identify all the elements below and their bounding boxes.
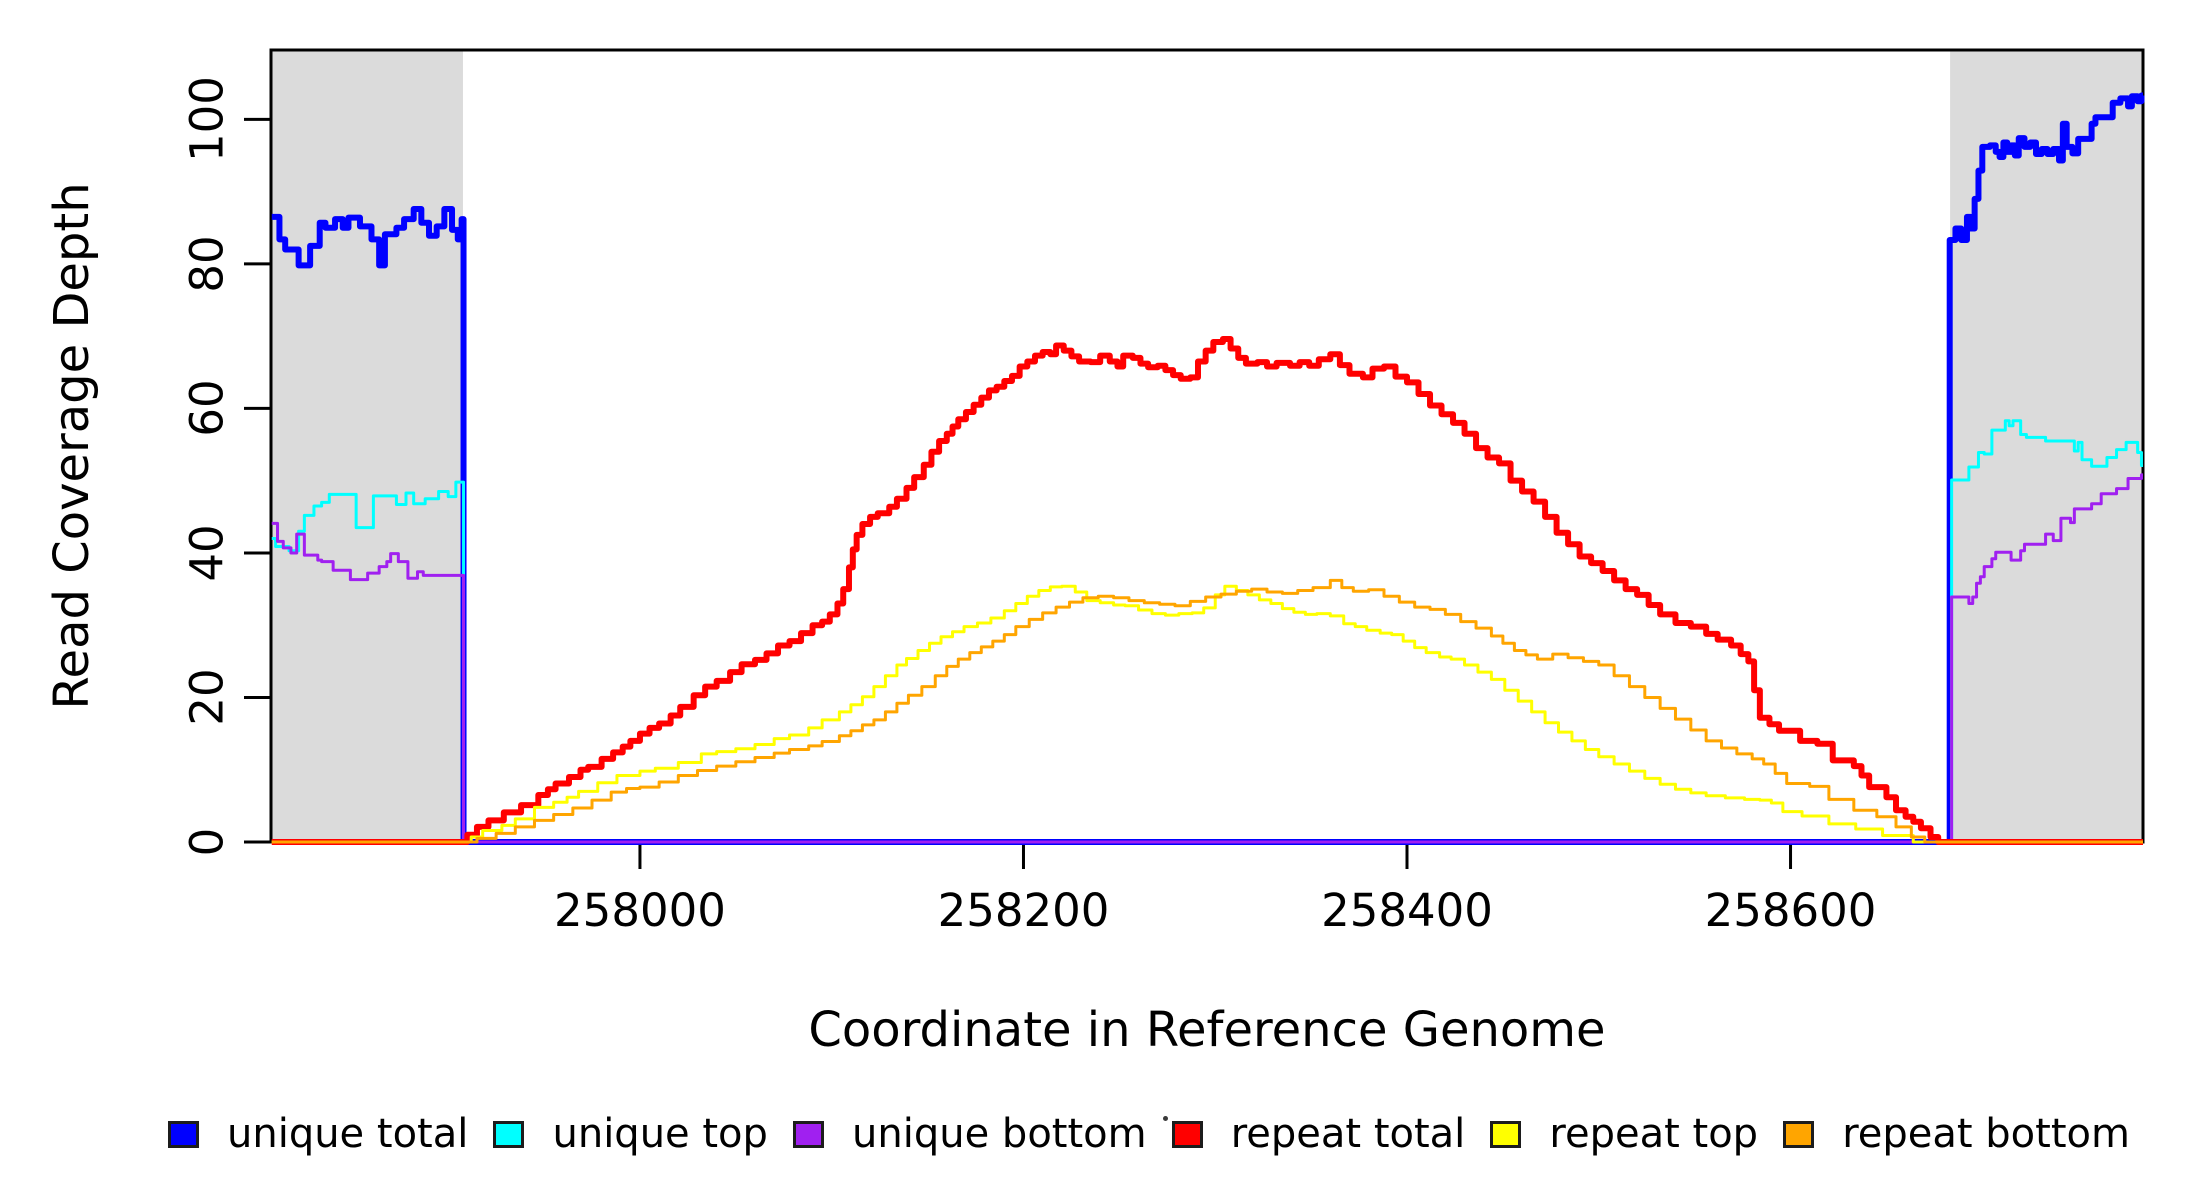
y-tick-label: 40 bbox=[180, 524, 234, 582]
legend-label: unique total bbox=[227, 1111, 469, 1157]
x-tick-label: 258200 bbox=[937, 884, 1110, 937]
y-tick-label: 60 bbox=[180, 379, 234, 438]
y-tick-label: 100 bbox=[180, 76, 234, 163]
x-tick-label: 258400 bbox=[1321, 884, 1493, 937]
y-tick-label: 80 bbox=[180, 235, 234, 293]
series-unique-top bbox=[271, 419, 2143, 844]
unique-flank-left-shading bbox=[271, 50, 463, 842]
repeat-bottom-swatch-icon bbox=[1783, 1120, 1815, 1148]
legend-label: unique bottom bbox=[852, 1111, 1147, 1157]
legend-item-repeat-top: repeat top bbox=[1490, 1114, 1758, 1154]
series-repeat-bottom bbox=[271, 578, 2143, 844]
stray-dot-artifact bbox=[1163, 1116, 1168, 1121]
series-repeat-total bbox=[271, 336, 2143, 845]
repeat-top-swatch-icon bbox=[1490, 1120, 1522, 1148]
series-repeat-top bbox=[271, 584, 2143, 844]
series-unique-bottom bbox=[271, 473, 2143, 844]
y-tick-label: 20 bbox=[180, 668, 234, 727]
legend-item-unique-bottom: unique bottom bbox=[793, 1114, 1147, 1154]
y-axis-title: Read Coverage Depth bbox=[44, 182, 100, 710]
legend-label: repeat total bbox=[1230, 1111, 1466, 1157]
repeat-total-swatch-icon bbox=[1171, 1120, 1203, 1148]
x-tick-label: 258000 bbox=[554, 884, 726, 937]
legend-label: repeat bottom bbox=[1842, 1111, 2130, 1157]
series-unique-total bbox=[271, 92, 2145, 845]
unique-top-swatch-icon bbox=[493, 1120, 525, 1148]
legend-item-repeat-total: repeat total bbox=[1171, 1111, 1466, 1157]
x-tick-label: 258600 bbox=[1704, 884, 1877, 937]
y-tick-label: 0 bbox=[180, 827, 234, 857]
unique-total-swatch-icon bbox=[168, 1120, 199, 1148]
chart-legend: unique total unique top unique bottom re… bbox=[168, 1108, 2130, 1160]
legend-label: unique top bbox=[552, 1111, 768, 1157]
unique-bottom-swatch-icon bbox=[793, 1120, 825, 1148]
unique-flank-right-shading bbox=[1950, 50, 2143, 842]
plot-box bbox=[269, 48, 2145, 844]
legend-item-unique-top: unique top bbox=[493, 1111, 768, 1157]
x-axis-title: Coordinate in Reference Genome bbox=[808, 1002, 1606, 1058]
legend-label: repeat top bbox=[1549, 1111, 1759, 1157]
legend-item-unique-total: unique total bbox=[168, 1114, 468, 1154]
legend-item-repeat-bottom: repeat bottom bbox=[1783, 1114, 2130, 1154]
